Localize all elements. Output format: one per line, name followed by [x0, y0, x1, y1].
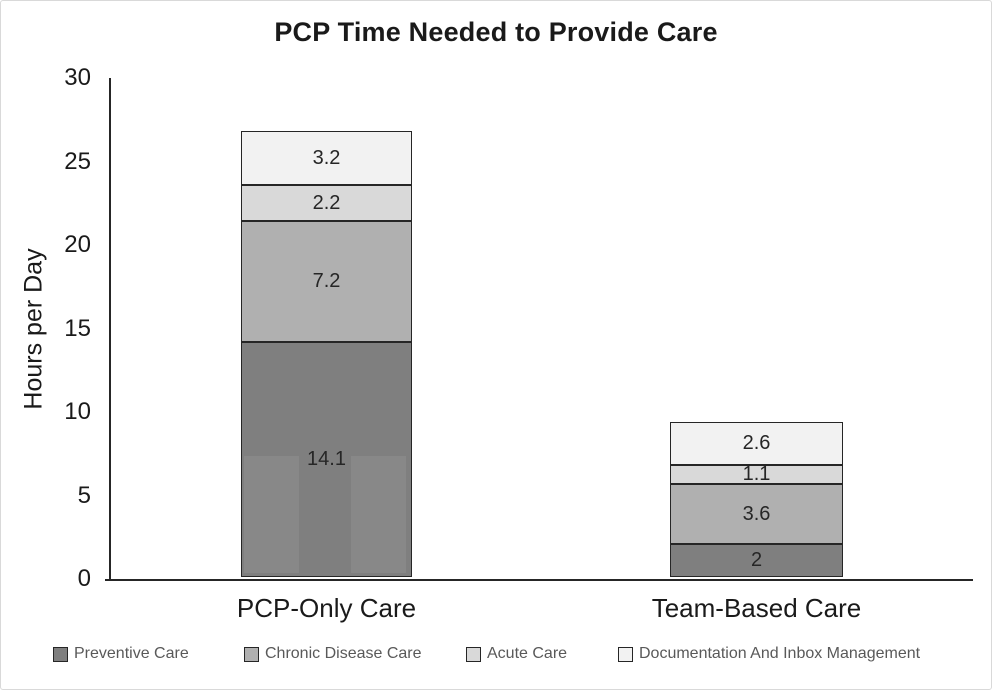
legend-item: Chronic Disease Care — [244, 645, 422, 663]
chart-title: PCP Time Needed to Provide Care — [274, 17, 718, 47]
data-label: 3.6 — [742, 502, 771, 525]
legend-label: Chronic Disease Care — [265, 645, 422, 662]
data-label: 3.2 — [312, 146, 341, 169]
legend-label: Preventive Care — [74, 645, 189, 662]
data-label: 2.2 — [312, 191, 341, 214]
legend-item: Documentation And Inbox Management — [618, 645, 920, 663]
bar-segment: 1.1 — [670, 463, 843, 486]
y-axis-line — [109, 78, 111, 581]
legend-label: Acute Care — [487, 645, 568, 662]
legend-swatch-icon — [466, 646, 481, 662]
bar-segment: 14.1 — [241, 341, 412, 577]
bar-segment: 2 — [670, 543, 843, 577]
legend-item: Preventive Care — [53, 645, 189, 663]
y-tick-label: 5 — [77, 481, 91, 509]
legend-swatch-icon — [53, 646, 68, 662]
y-tick-label: 10 — [64, 398, 91, 425]
y-tick-label: 15 — [64, 314, 91, 342]
category-label: PCP-Only Care — [236, 593, 417, 623]
data-label: 7.2 — [312, 270, 341, 293]
data-label: 1.1 — [742, 463, 771, 486]
legend-item: Acute Care — [466, 645, 567, 663]
stacked-bar-team-based: 2 3.6 1.1 2.6 — [670, 421, 843, 577]
legend-swatch-icon — [618, 646, 633, 662]
y-tick-label: 0 — [77, 565, 91, 592]
bar-segment: 2.6 — [670, 421, 843, 466]
bar-segment: 3.6 — [670, 483, 843, 544]
data-label: 14.1 — [307, 448, 346, 471]
legend-swatch-icon — [244, 646, 259, 662]
legend-label: Documentation And Inbox Management — [639, 645, 921, 662]
bar-segment: 7.2 — [241, 221, 412, 342]
bar-segment: 3.2 — [241, 131, 412, 185]
y-tick-label: 25 — [64, 147, 91, 175]
bar-segment: 2.2 — [241, 184, 412, 222]
y-tick-label: 20 — [64, 231, 91, 258]
stacked-bar-pcp-only: 14.1 7.2 2.2 3.2 — [241, 131, 412, 577]
data-label: 2 — [750, 549, 763, 572]
x-axis-line — [105, 579, 973, 581]
category-label: Team-Based Care — [651, 593, 862, 623]
data-label: 2.6 — [742, 432, 771, 455]
y-tick-label: 30 — [64, 64, 91, 91]
